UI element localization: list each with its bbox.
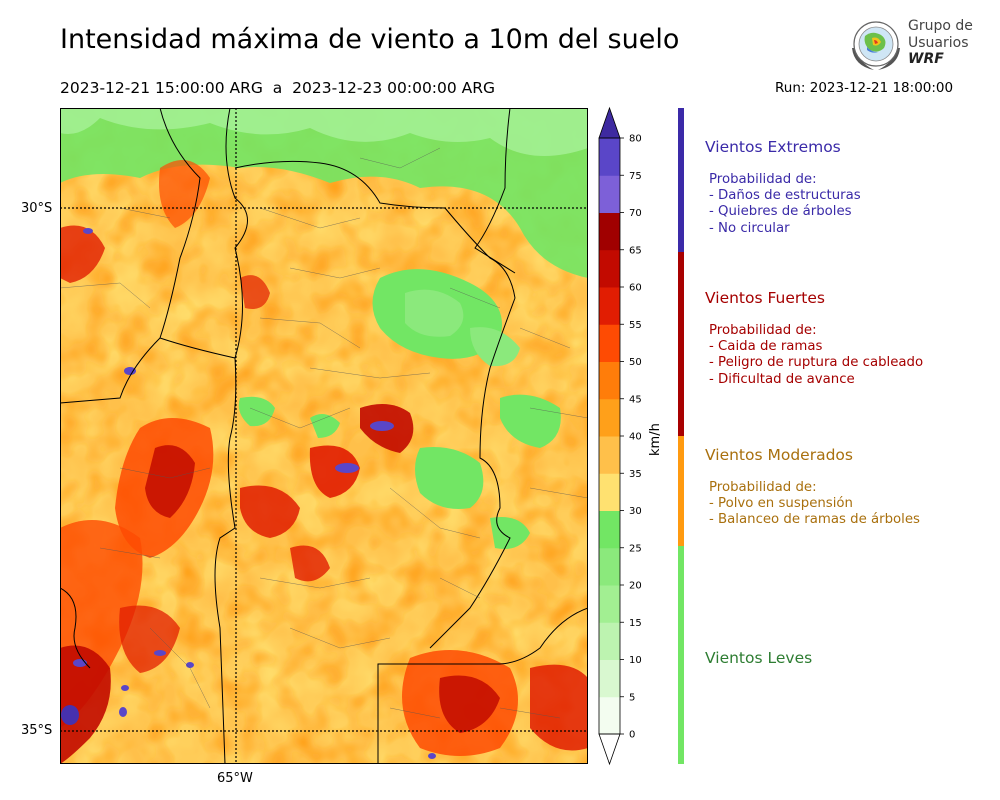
- chart-title: Intensidad máxima de viento a 10m del su…: [60, 24, 680, 55]
- wind-field-svg: [60, 108, 588, 764]
- category-title-fuertes: Vientos Fuertes: [705, 289, 825, 307]
- grupo-usuarios-wrf-logo: Grupo de Usuarios WRF: [848, 16, 978, 74]
- category-desc-extremos: Probabilidad de: - Daños de estructuras …: [709, 172, 861, 237]
- colorbar-bin: [599, 287, 620, 325]
- colorbar-tick-label: 35: [629, 469, 642, 480]
- desc-line: - Daños de estructuras: [709, 188, 861, 204]
- lat-label-35s: 35°S: [21, 723, 53, 738]
- colorbar-bin: [599, 622, 620, 660]
- colorbar-bin: [599, 436, 620, 474]
- colorbar-bin: [599, 175, 620, 213]
- colorbar-bin: [599, 138, 620, 176]
- desc-line: - Balanceo de ramas de árboles: [709, 512, 920, 528]
- colorbar-tick-label: 5: [629, 692, 635, 703]
- logo-text-line2: Usuarios: [908, 35, 969, 51]
- colorbar-tick-label: 30: [629, 506, 642, 517]
- colorbar-tick-label: 80: [629, 134, 642, 145]
- colorbar-max-arrow: [598, 106, 621, 139]
- colorbar-unit: km/h: [648, 423, 663, 456]
- colorbar-tick-label: 40: [629, 432, 642, 443]
- colorbar-tick-label: 15: [629, 618, 642, 629]
- colorbar-bin: [599, 696, 620, 735]
- colorbar-bin: [599, 585, 620, 623]
- desc-line: - Peligro de ruptura de cableado: [709, 355, 924, 371]
- logo-text-line1: Grupo de: [908, 18, 973, 34]
- desc-line: - No circular: [709, 220, 790, 236]
- desc-line: Probabilidad de:: [709, 480, 817, 495]
- desc-line: - Polvo en suspensión: [709, 496, 853, 512]
- category-bar-moderados: [678, 436, 684, 546]
- category-title-moderados: Vientos Moderados: [705, 446, 853, 464]
- colorbar-bin: [599, 212, 620, 251]
- lat-label-30s: 30°S: [21, 201, 53, 216]
- colorbar-svg: 0 5 10 15 20 25 30 35 40 45 50 55 60 65 70 75 80: [598, 106, 642, 766]
- colorbar-tick-label: 65: [629, 245, 642, 256]
- colorbar-tick-label: 0: [629, 730, 635, 741]
- category-title-leves: Vientos Leves: [705, 649, 813, 667]
- wind-map[interactable]: [60, 108, 588, 764]
- colorbar-tick-label: 50: [629, 357, 642, 368]
- colorbar-tick-label: 70: [629, 208, 642, 219]
- colorbar-bin: [599, 473, 620, 511]
- lon-label-65w: 65°W: [217, 771, 253, 786]
- colorbar-min-arrow: [598, 733, 621, 766]
- globe-logo-icon: [852, 21, 900, 70]
- category-bar-leves: [678, 546, 684, 764]
- colorbar-bin: [599, 324, 620, 362]
- category-bar-fuertes: [678, 252, 684, 436]
- colorbar-tick-label: 75: [629, 171, 642, 182]
- colorbar: 0 5 10 15 20 25 30 35 40 45 50 55 60 65 70 75 80: [598, 106, 678, 774]
- category-desc-fuertes: Probabilidad de: - Caida de ramas - Peli…: [709, 323, 923, 388]
- category-bar-extremos: [678, 108, 684, 252]
- category-desc-moderados: Probabilidad de: - Polvo en suspensión -…: [709, 480, 920, 529]
- desc-line: Probabilidad de:: [709, 172, 817, 187]
- desc-line: - Caida de ramas: [709, 339, 823, 355]
- run-time: Run: 2023-12-21 18:00:00: [775, 80, 954, 96]
- colorbar-tick-label: 45: [629, 394, 642, 405]
- colorbar-bin: [599, 547, 620, 586]
- colorbar-tick-label: 55: [629, 320, 642, 331]
- desc-line: - Quiebres de árboles: [709, 204, 852, 220]
- valid-period: 2023-12-21 15:00:00 ARG a 2023-12-23 00:…: [60, 79, 496, 97]
- category-title-extremos: Vientos Extremos: [705, 138, 841, 156]
- colorbar-tick-label: 20: [629, 581, 642, 592]
- colorbar-tick-label: 60: [629, 283, 642, 294]
- desc-line: - Dificultad de avance: [709, 371, 855, 387]
- colorbar-bin: [599, 659, 620, 698]
- colorbar-bin: [599, 361, 620, 400]
- colorbar-tick-label: 10: [629, 655, 642, 666]
- colorbar-bin: [599, 249, 620, 288]
- colorbar-bin: [599, 510, 620, 549]
- colorbar-bin: [599, 398, 620, 437]
- colorbar-tick-label: 25: [629, 543, 642, 554]
- desc-line: Probabilidad de:: [709, 323, 817, 338]
- logo-text-line3: WRF: [908, 51, 944, 67]
